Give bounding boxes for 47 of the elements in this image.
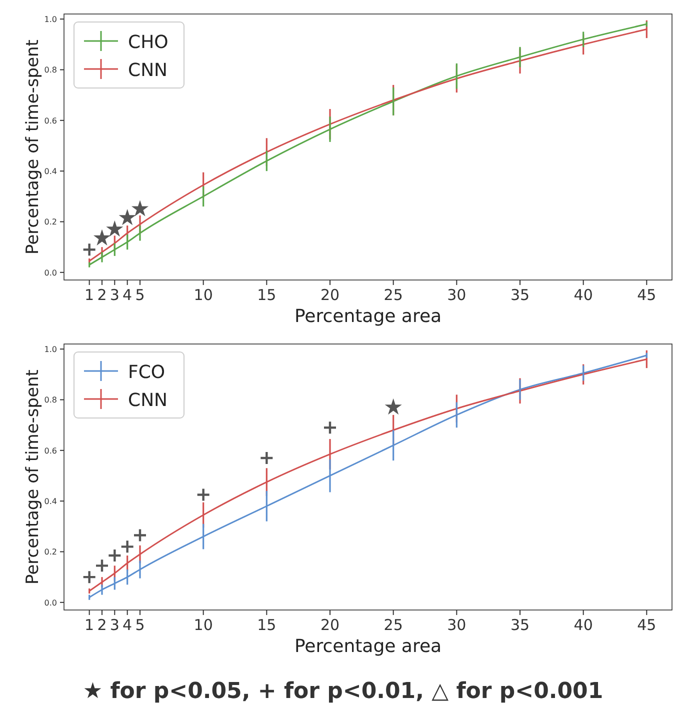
- x-tick-label: 20: [320, 286, 340, 304]
- x-tick-label: 25: [384, 286, 403, 304]
- y-tick-label: 0.0: [44, 598, 57, 608]
- y-axis-title: Percentage of time-spent: [23, 369, 43, 584]
- y-axis-title: Percentage of time-spent: [23, 39, 43, 254]
- legend-label: CNN: [128, 60, 168, 81]
- x-axis-title: Percentage area: [294, 636, 442, 657]
- x-axis-title: Percentage area: [294, 306, 442, 327]
- x-tick-label: 45: [637, 616, 656, 634]
- y-tick-label: 0.6: [44, 116, 57, 126]
- x-tick-label: 4: [122, 286, 132, 304]
- x-tick-label: 40: [574, 286, 593, 304]
- y-tick-label: 0.4: [44, 167, 57, 176]
- x-tick-label: 5: [135, 616, 145, 634]
- x-tick-label: 25: [384, 616, 403, 634]
- y-tick-label: 0.2: [44, 548, 57, 557]
- x-tick-label: 2: [97, 616, 107, 634]
- y-tick-label: 1.0: [44, 15, 57, 24]
- x-tick-label: 30: [447, 616, 466, 634]
- x-tick-label: 1: [84, 616, 94, 634]
- x-tick-label: 3: [110, 286, 120, 304]
- x-tick-label: 20: [320, 616, 340, 634]
- y-tick-label: 0.6: [44, 446, 57, 456]
- x-tick-label: 30: [447, 286, 466, 304]
- legend-label: CNN: [128, 390, 168, 411]
- legend-label: CHO: [128, 32, 168, 53]
- x-tick-label: 4: [122, 616, 132, 634]
- x-tick-label: 15: [257, 616, 276, 634]
- text: ★ for p<0.05, + for p<0.01, △ for p<0.001: [82, 679, 604, 704]
- y-tick-label: 0.8: [44, 66, 57, 75]
- y-tick-label: 0.4: [44, 497, 57, 506]
- x-tick-label: 35: [510, 286, 530, 304]
- x-tick-label: 45: [637, 286, 656, 304]
- y-tick-label: 0.2: [44, 218, 57, 227]
- y-tick-label: 1.0: [44, 345, 57, 354]
- x-tick-label: 10: [194, 286, 213, 304]
- x-tick-label: 1: [84, 286, 94, 304]
- x-tick-label: 35: [510, 616, 530, 634]
- x-tick-label: 5: [135, 286, 145, 304]
- x-tick-label: 3: [110, 616, 120, 634]
- x-tick-label: 15: [257, 286, 276, 304]
- x-tick-label: 2: [97, 286, 107, 304]
- y-tick-label: 0.0: [44, 268, 57, 278]
- legend-label: FCO: [128, 362, 166, 383]
- x-tick-label: 10: [194, 616, 213, 634]
- x-tick-label: 40: [574, 616, 593, 634]
- y-tick-label: 0.8: [44, 396, 57, 405]
